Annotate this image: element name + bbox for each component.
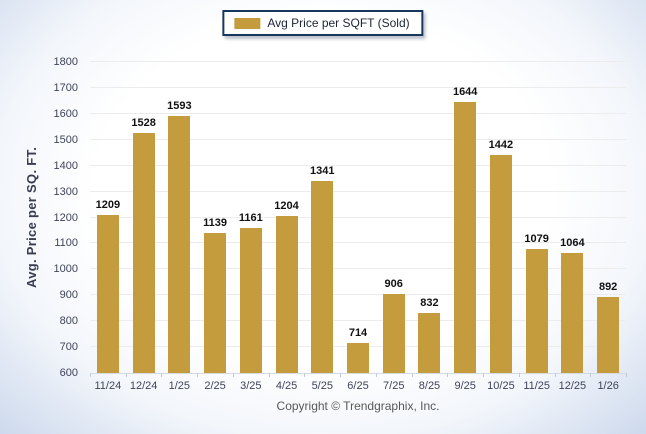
legend-swatch-icon	[234, 17, 261, 29]
x-axis-tick	[411, 373, 413, 377]
x-tick-label: 9/25	[454, 380, 476, 392]
y-tick-label: 1500	[53, 133, 78, 146]
gridline	[90, 61, 626, 62]
bar-value-label: 906	[384, 277, 403, 290]
bar-9/25	[454, 102, 477, 373]
gridline	[90, 216, 626, 218]
x-tick-label: 1/25	[168, 380, 191, 392]
y-tick-label: 700	[59, 341, 78, 354]
bar-value-label: 1139	[203, 217, 227, 230]
bar-6/25	[347, 343, 369, 373]
bar-1/26	[597, 297, 620, 373]
x-axis-tick	[268, 373, 270, 377]
y-tick-label: 1800	[53, 56, 78, 68]
bar-value-label: 832	[420, 296, 439, 309]
bar-value-label: 1644	[452, 86, 478, 99]
x-tick-label: 7/25	[383, 380, 405, 392]
y-tick-label: 1700	[53, 81, 78, 94]
bar-12/24	[132, 132, 155, 373]
bar-value-label: 1341	[310, 164, 335, 177]
x-axis-tick	[125, 373, 127, 377]
gridline	[90, 112, 626, 114]
x-tick-label: 12/25	[558, 380, 587, 392]
x-tick-label: 10/25	[487, 380, 515, 392]
bar-8/25	[418, 312, 441, 373]
copyright-text: Copyright © Trendgraphix, Inc.	[276, 399, 440, 413]
bar-value-label: 1161	[238, 211, 263, 224]
x-axis-tick	[447, 373, 449, 377]
legend-label: Avg Price per SQFT (Sold)	[267, 16, 410, 30]
gridline	[90, 268, 626, 270]
x-axis-tick	[340, 373, 342, 377]
x-tick-label: 12/24	[129, 380, 158, 392]
x-axis-tick	[626, 373, 627, 377]
x-axis-tick	[197, 373, 199, 377]
gridline	[90, 294, 626, 296]
x-axis-labels: 11/24 12/24 1/25 2/25 3/25 4/25 5/25 6/25 7/25 8/…	[90, 380, 626, 392]
plot-area: 1209 1528 1593 1139 1161 1204 1341 714 906 832 164…	[90, 61, 627, 377]
gridline	[90, 242, 626, 244]
x-axis-tick	[554, 373, 556, 377]
bar-7/25	[382, 293, 405, 373]
bar-value-label: 1079	[524, 232, 549, 245]
x-tick-label: 6/25	[347, 380, 369, 392]
bar-value-label: 714	[348, 327, 368, 340]
y-tick-label: 800	[59, 315, 78, 328]
bar-10/25	[489, 154, 512, 373]
gridline	[90, 190, 626, 192]
y-tick-label: 900	[59, 289, 78, 302]
bar-4/25	[275, 216, 298, 373]
bar-1/25	[168, 115, 191, 373]
x-tick-label: 3/25	[240, 380, 262, 392]
x-tick-label: 11/24	[94, 380, 122, 392]
x-axis-tick	[375, 373, 377, 377]
bar-11/25	[525, 248, 548, 373]
bar-value-label: 1209	[95, 199, 121, 212]
x-axis-tick	[483, 373, 485, 377]
x-axis-tick	[161, 373, 163, 377]
gridline	[90, 138, 626, 140]
y-tick-label: 1600	[53, 107, 78, 120]
x-tick-label: 8/25	[418, 380, 441, 392]
x-tick-label: 5/25	[311, 380, 333, 392]
bar-11/24	[96, 215, 119, 373]
bar-value-label: 1204	[274, 200, 299, 213]
x-tick-label: 2/25	[204, 380, 226, 392]
bar-value-label: 1528	[131, 116, 156, 129]
bar-2/25	[204, 233, 227, 373]
x-tick-label: 11/25	[523, 380, 551, 392]
y-tick-label: 1300	[53, 185, 78, 198]
y-tick-label: 1400	[53, 159, 78, 172]
bar-12/25	[561, 252, 584, 373]
legend: Avg Price per SQFT (Sold)	[222, 10, 424, 36]
gridline	[90, 86, 626, 88]
bar-value-label: 1593	[167, 99, 192, 112]
y-axis-tick-labels: 600 700 800 900 1000 1100 1200 1300 1400 1500 1600…	[0, 56, 84, 379]
y-tick-label: 1100	[54, 237, 78, 250]
gridline	[90, 164, 626, 166]
x-axis-tick	[90, 373, 91, 377]
gridline	[90, 320, 626, 322]
bar-value-label: 1064	[560, 236, 585, 249]
x-axis-tick	[590, 373, 592, 377]
x-tick-label: 4/25	[275, 380, 298, 392]
bar-value-label: 892	[598, 281, 618, 294]
x-axis-tick	[232, 373, 234, 377]
bar-3/25	[239, 227, 262, 373]
y-tick-label: 600	[59, 367, 78, 379]
x-axis-tick	[518, 373, 520, 377]
bar-value-label: 1442	[488, 138, 514, 151]
y-tick-label: 1000	[53, 263, 78, 276]
x-axis-tick	[304, 373, 306, 377]
x-tick-label: 1/26	[597, 380, 619, 392]
bar-5/25	[311, 180, 334, 373]
y-tick-label: 1200	[53, 211, 78, 224]
